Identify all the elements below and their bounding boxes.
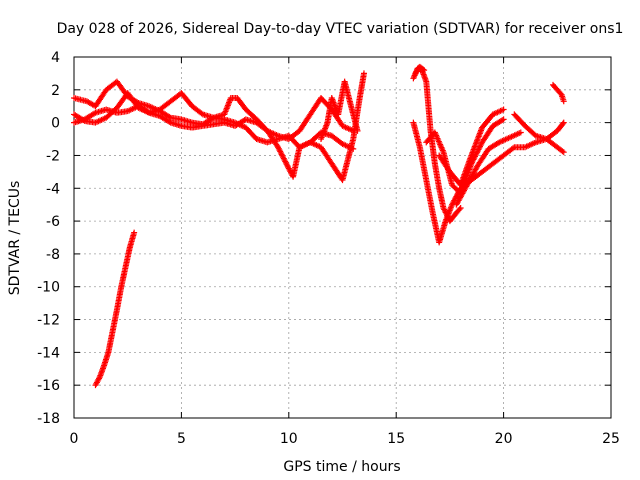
data-point bbox=[91, 110, 98, 117]
series-track-d bbox=[318, 78, 361, 143]
data-point bbox=[517, 129, 524, 136]
data-point bbox=[560, 119, 567, 126]
data-point bbox=[500, 116, 507, 123]
data-series bbox=[71, 63, 567, 389]
y-tick-label: -4 bbox=[46, 181, 60, 197]
data-point bbox=[500, 106, 507, 113]
y-axis: 4 2 0 -2 -4 -6 -8 -10 -12 -14 -16 -18 bbox=[37, 50, 611, 427]
y-tick-label: -12 bbox=[37, 313, 60, 329]
series-track-k bbox=[511, 111, 567, 143]
data-point bbox=[457, 204, 464, 211]
y-tick-label: 0 bbox=[51, 116, 60, 132]
x-tick-label: 20 bbox=[495, 431, 513, 447]
data-point bbox=[420, 66, 427, 73]
x-tick-label: 5 bbox=[177, 431, 186, 447]
x-tick-label: 15 bbox=[387, 431, 405, 447]
series-track-a bbox=[71, 70, 367, 184]
y-tick-label: -14 bbox=[37, 345, 60, 361]
data-point bbox=[354, 127, 361, 134]
data-point bbox=[456, 206, 463, 213]
data-point bbox=[499, 117, 506, 124]
y-tick-label: -16 bbox=[37, 378, 60, 394]
data-point bbox=[559, 148, 566, 155]
y-tick-label: -8 bbox=[46, 247, 60, 263]
series-track-m bbox=[412, 63, 428, 77]
y-tick-label: -2 bbox=[46, 148, 60, 164]
x-axis-label: GPS time / hours bbox=[283, 459, 400, 475]
data-point bbox=[360, 70, 367, 77]
y-tick-label: 2 bbox=[51, 83, 60, 99]
plot-area-frame bbox=[73, 56, 612, 419]
x-tick-label: 0 bbox=[70, 431, 79, 447]
x-axis: 0 5 10 15 20 25 bbox=[70, 57, 620, 447]
data-point bbox=[421, 67, 428, 74]
data-point bbox=[131, 229, 138, 236]
data-point bbox=[80, 117, 87, 124]
series-track-e bbox=[92, 229, 138, 389]
chart-title: Day 028 of 2026, Sidereal Day-to-day VTE… bbox=[57, 21, 624, 37]
data-point bbox=[559, 120, 566, 127]
series-track-c bbox=[71, 90, 357, 143]
data-point bbox=[166, 118, 173, 125]
series-track-l bbox=[550, 81, 567, 105]
series-track-j bbox=[453, 129, 524, 208]
x-tick-label: 25 bbox=[602, 431, 620, 447]
data-point bbox=[560, 149, 567, 156]
x-tick-label: 10 bbox=[280, 431, 298, 447]
data-point bbox=[96, 375, 103, 382]
y-axis-label: SDTVAR / TECUs bbox=[7, 181, 23, 296]
y-tick-label: 4 bbox=[51, 50, 60, 66]
y-tick-label: -6 bbox=[46, 214, 60, 230]
data-point bbox=[350, 145, 357, 152]
data-point bbox=[560, 98, 567, 105]
y-tick-label: -10 bbox=[37, 280, 60, 296]
y-tick-label: -18 bbox=[37, 411, 60, 427]
series-track-i bbox=[436, 106, 507, 188]
data-point bbox=[509, 145, 516, 152]
